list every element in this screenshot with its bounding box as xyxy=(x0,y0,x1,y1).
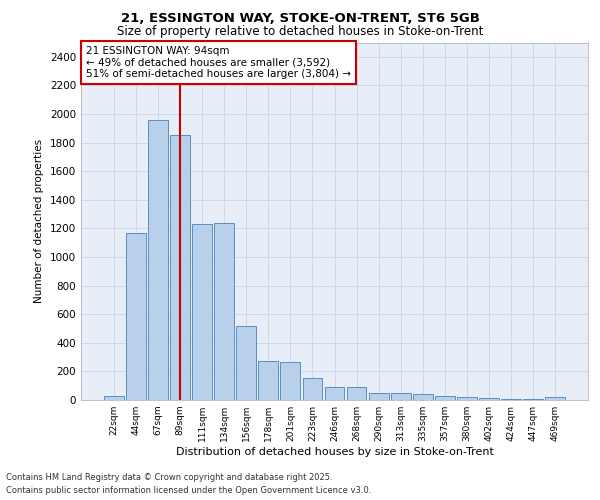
Bar xyxy=(170,136,190,400)
Bar xyxy=(236,326,256,400)
Bar xyxy=(280,362,301,400)
Bar xyxy=(347,387,367,400)
Text: 21, ESSINGTON WAY, STOKE-ON-TRENT, ST6 5GB: 21, ESSINGTON WAY, STOKE-ON-TRENT, ST6 5… xyxy=(121,12,479,24)
Bar xyxy=(192,224,212,400)
Bar xyxy=(302,378,322,400)
Bar xyxy=(104,396,124,400)
Text: Contains HM Land Registry data © Crown copyright and database right 2025.: Contains HM Land Registry data © Crown c… xyxy=(6,472,332,482)
Bar xyxy=(479,398,499,400)
Bar xyxy=(435,396,455,400)
Bar xyxy=(545,397,565,400)
X-axis label: Distribution of detached houses by size in Stoke-on-Trent: Distribution of detached houses by size … xyxy=(176,447,493,457)
Text: Contains public sector information licensed under the Open Government Licence v3: Contains public sector information licen… xyxy=(6,486,371,495)
Bar xyxy=(148,120,168,400)
Bar xyxy=(214,222,234,400)
Text: Size of property relative to detached houses in Stoke-on-Trent: Size of property relative to detached ho… xyxy=(117,25,483,38)
Text: 21 ESSINGTON WAY: 94sqm
← 49% of detached houses are smaller (3,592)
51% of semi: 21 ESSINGTON WAY: 94sqm ← 49% of detache… xyxy=(86,46,351,80)
Bar xyxy=(325,387,344,400)
Bar xyxy=(501,398,521,400)
Bar xyxy=(368,393,389,400)
Bar xyxy=(391,393,410,400)
Bar xyxy=(126,232,146,400)
Bar xyxy=(457,397,477,400)
Bar xyxy=(259,362,278,400)
Y-axis label: Number of detached properties: Number of detached properties xyxy=(34,139,44,304)
Bar xyxy=(413,394,433,400)
